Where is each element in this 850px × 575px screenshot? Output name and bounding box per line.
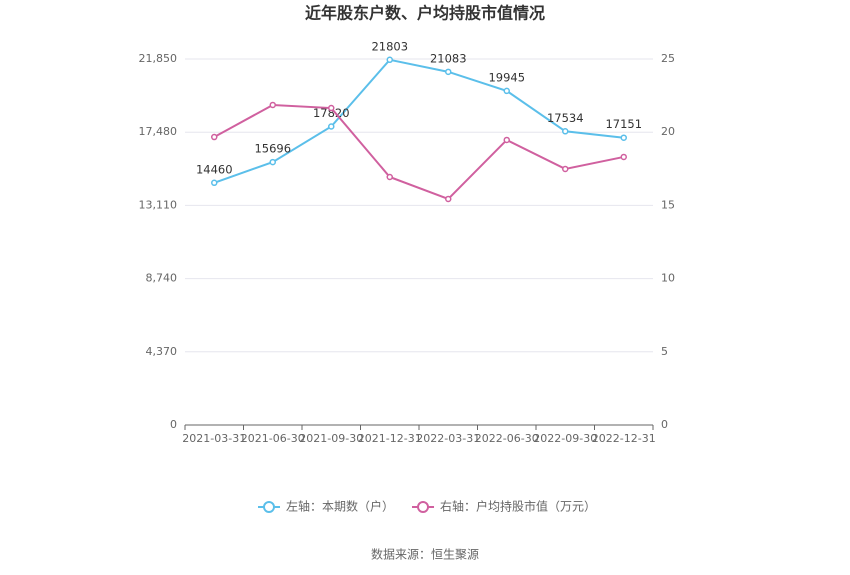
data-point — [503, 87, 510, 95]
y-tick-label: 0 — [170, 418, 177, 431]
y2-tick-label: 10 — [661, 272, 675, 285]
series-line — [213, 58, 624, 184]
y2-tick-label: 5 — [661, 345, 668, 358]
x-tick-label: 2022-09-30 — [533, 432, 597, 445]
y-tick-label: 21,850 — [139, 52, 178, 65]
data-point — [562, 165, 569, 173]
data-point — [269, 158, 276, 166]
data-label: 21083 — [430, 51, 467, 65]
y-tick-label: 4,370 — [146, 345, 178, 358]
data-label: 17534 — [547, 111, 584, 125]
y2-tick-label: 0 — [661, 418, 668, 431]
data-label: 14460 — [196, 162, 233, 176]
x-tick-label: 2021-12-31 — [358, 432, 422, 445]
chart-title: 近年股东户数、户均持股市值情况 — [305, 4, 545, 23]
y2-tick-label: 25 — [661, 52, 675, 65]
data-point — [386, 56, 393, 64]
x-tick-label: 2021-06-30 — [241, 432, 305, 445]
data-point — [503, 136, 510, 144]
data-label: 15696 — [254, 142, 291, 156]
data-label: 17151 — [605, 117, 642, 131]
data-label: 17820 — [313, 106, 350, 120]
y-tick-label: 17,480 — [139, 125, 178, 138]
legend-label[interactable]: 左轴：本期数（户） — [286, 499, 394, 514]
legend-icon — [263, 501, 275, 513]
y-tick-label: 8,740 — [146, 272, 178, 285]
data-point — [328, 123, 335, 130]
data-point — [386, 173, 393, 181]
legend-label[interactable]: 右轴：户均持股市值（万元） — [440, 499, 596, 514]
source-note: 数据来源：恒生聚源 — [371, 547, 479, 562]
data-point — [620, 153, 627, 161]
data-point — [445, 195, 452, 203]
data-point — [445, 68, 452, 76]
data-label: 21803 — [371, 39, 408, 53]
data-point — [328, 104, 335, 112]
series-line — [213, 103, 624, 201]
x-tick-label: 2022-03-31 — [416, 432, 480, 445]
y2-tick-label: 20 — [661, 125, 675, 138]
legend-icon — [417, 501, 430, 513]
data-point — [562, 128, 569, 135]
x-tick-label: 2022-06-30 — [475, 432, 539, 445]
data-point — [211, 179, 218, 187]
data-point — [620, 134, 627, 141]
x-tick-label: 2021-09-30 — [299, 432, 363, 445]
y2-tick-label: 15 — [661, 198, 675, 211]
data-label: 19945 — [488, 70, 525, 84]
data-point — [269, 101, 276, 109]
x-tick-label: 2022-12-31 — [592, 432, 656, 445]
x-tick-label: 2021-03-31 — [182, 432, 246, 445]
y-tick-label: 13,110 — [139, 198, 178, 211]
data-point — [211, 133, 218, 141]
